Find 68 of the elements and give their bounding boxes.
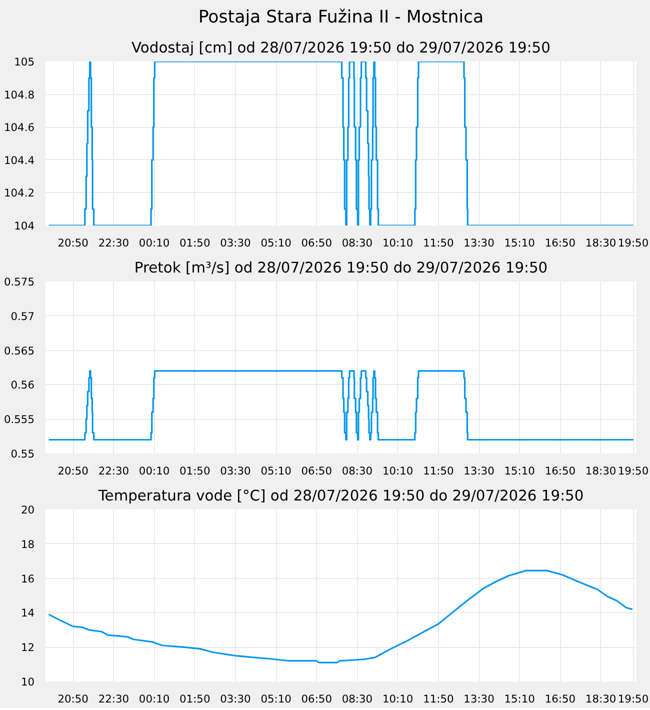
y-tick-label: 10 bbox=[20, 676, 35, 688]
x-tick-label: 08:30 bbox=[342, 464, 373, 478]
x-tick-label: 22:30 bbox=[98, 692, 130, 706]
y-tick-label: 0.57 bbox=[10, 310, 35, 323]
y-tick-label: 104.2 bbox=[4, 186, 35, 200]
x-tick-label: 08:30 bbox=[342, 236, 373, 250]
x-tick-label: 05:10 bbox=[260, 236, 292, 250]
x-tick-label: 16:50 bbox=[544, 236, 576, 250]
x-tick-label: 03:30 bbox=[220, 464, 252, 478]
x-tick-label: 20:50 bbox=[58, 692, 89, 706]
y-tick-label: 104.4 bbox=[4, 154, 35, 167]
chart-subtitle: Vodostaj [cm] od 28/07/2026 19:50 do 29/07/2026 19:50 bbox=[132, 40, 550, 56]
y-tick-label: 104.6 bbox=[4, 121, 35, 134]
x-tick-label: 00:10 bbox=[138, 692, 170, 706]
x-tick-label: 03:30 bbox=[220, 236, 252, 250]
x-tick-label: 19:50 bbox=[618, 464, 649, 478]
y-tick-label: 105 bbox=[14, 56, 35, 68]
x-tick-label: 18:30 bbox=[585, 236, 616, 250]
y-tick-label: 20 bbox=[20, 504, 35, 516]
x-tick-label: 20:50 bbox=[58, 464, 89, 478]
x-tick-label: 10:10 bbox=[382, 464, 414, 478]
x-tick-label: 19:50 bbox=[618, 236, 649, 250]
x-tick-label: 13:30 bbox=[464, 236, 495, 250]
y-tick-label: 0.575 bbox=[4, 276, 35, 288]
x-tick-label: 03:30 bbox=[220, 692, 252, 706]
x-tick-label: 18:30 bbox=[585, 692, 616, 706]
x-tick-label: 20:50 bbox=[58, 236, 89, 250]
x-tick-label: 22:30 bbox=[98, 236, 130, 250]
x-tick-label: 10:10 bbox=[382, 236, 414, 250]
x-tick-label: 00:10 bbox=[138, 464, 170, 478]
x-tick-label: 08:30 bbox=[342, 692, 373, 706]
y-tick-label: 12 bbox=[20, 641, 35, 654]
x-tick-label: 00:10 bbox=[138, 236, 170, 250]
x-tick-label: 15:10 bbox=[504, 464, 536, 478]
x-tick-label: 06:50 bbox=[301, 464, 332, 478]
x-tick-label: 01:50 bbox=[180, 464, 210, 478]
x-tick-label: 05:10 bbox=[260, 464, 292, 478]
x-tick-label: 05:10 bbox=[260, 692, 292, 706]
y-tick-label: 0.565 bbox=[4, 344, 35, 358]
x-tick-label: 16:50 bbox=[544, 464, 576, 478]
x-tick-label: 13:30 bbox=[464, 464, 495, 478]
x-tick-label: 18:30 bbox=[585, 464, 616, 478]
x-tick-label: 11:50 bbox=[423, 236, 454, 250]
y-tick-label: 16 bbox=[20, 572, 35, 586]
chart-title: Temperatura vode [°C] od 28/07/2026 19:50 do 29/07/2026 19:50 bbox=[97, 488, 584, 504]
x-tick-label: 01:50 bbox=[180, 236, 210, 250]
y-tick-label: 104 bbox=[14, 220, 35, 232]
x-tick-label: 15:10 bbox=[504, 692, 536, 706]
x-tick-label: 15:10 bbox=[504, 236, 536, 250]
chart-title: Postaja Stara Fužina II - Mostnica bbox=[198, 8, 484, 28]
x-tick-label: 19:50 bbox=[618, 692, 649, 706]
chart-title: Pretok [m³/s] od 28/07/2026 19:50 do 29/07/2026 19:50 bbox=[134, 260, 548, 276]
x-tick-label: 06:50 bbox=[301, 692, 332, 706]
x-tick-label: 06:50 bbox=[301, 236, 332, 250]
x-tick-label: 11:50 bbox=[423, 692, 454, 706]
x-tick-label: 01:50 bbox=[180, 692, 210, 706]
x-tick-label: 10:10 bbox=[382, 692, 414, 706]
y-tick-label: 18 bbox=[20, 538, 35, 551]
y-tick-label: 0.56 bbox=[10, 378, 35, 392]
x-tick-label: 16:50 bbox=[544, 692, 576, 706]
line-series bbox=[48, 570, 634, 664]
x-tick-label: 11:50 bbox=[423, 464, 454, 478]
x-tick-label: 13:30 bbox=[464, 692, 495, 706]
x-tick-label: 22:30 bbox=[98, 464, 130, 478]
y-tick-label: 0.555 bbox=[4, 413, 35, 426]
y-tick-label: 14 bbox=[20, 606, 35, 620]
y-tick-label: 0.55 bbox=[10, 448, 35, 460]
y-tick-label: 104.8 bbox=[4, 88, 35, 102]
